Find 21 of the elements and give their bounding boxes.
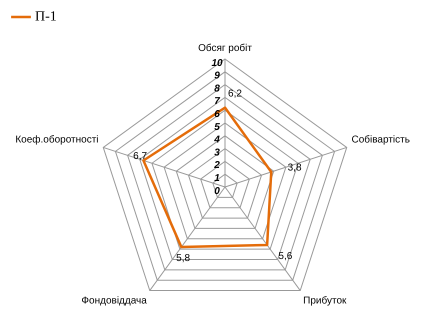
data-label: 3,8	[288, 162, 302, 174]
y-tick-label: 10	[211, 58, 223, 69]
data-label: 5,8	[176, 253, 191, 264]
spoke-label: Фондовіддача	[81, 295, 148, 306]
y-tick-label: 4	[213, 134, 220, 146]
legend-label: П-1	[35, 10, 57, 25]
y-tick-label: 3	[214, 147, 220, 158]
y-tick-label: 1	[214, 172, 220, 184]
y-tick-label: 8	[214, 83, 220, 94]
spoke-label: Прибуток	[303, 295, 348, 306]
y-tick-label: 7	[214, 96, 220, 108]
data-label: 5,6	[278, 251, 293, 262]
data-label: 6,7	[133, 150, 148, 162]
data-label: 6,2	[228, 88, 242, 100]
spoke-label: Собівартість	[351, 134, 410, 146]
y-tick-label: 0	[214, 186, 220, 197]
y-tick-label: 5	[214, 122, 220, 133]
spoke-label: Обсяг робіт	[198, 42, 252, 54]
y-tick-label: 2	[213, 160, 220, 172]
y-tick-label: 9	[214, 70, 220, 82]
spoke-label: Коеф.оборотності	[15, 134, 99, 146]
